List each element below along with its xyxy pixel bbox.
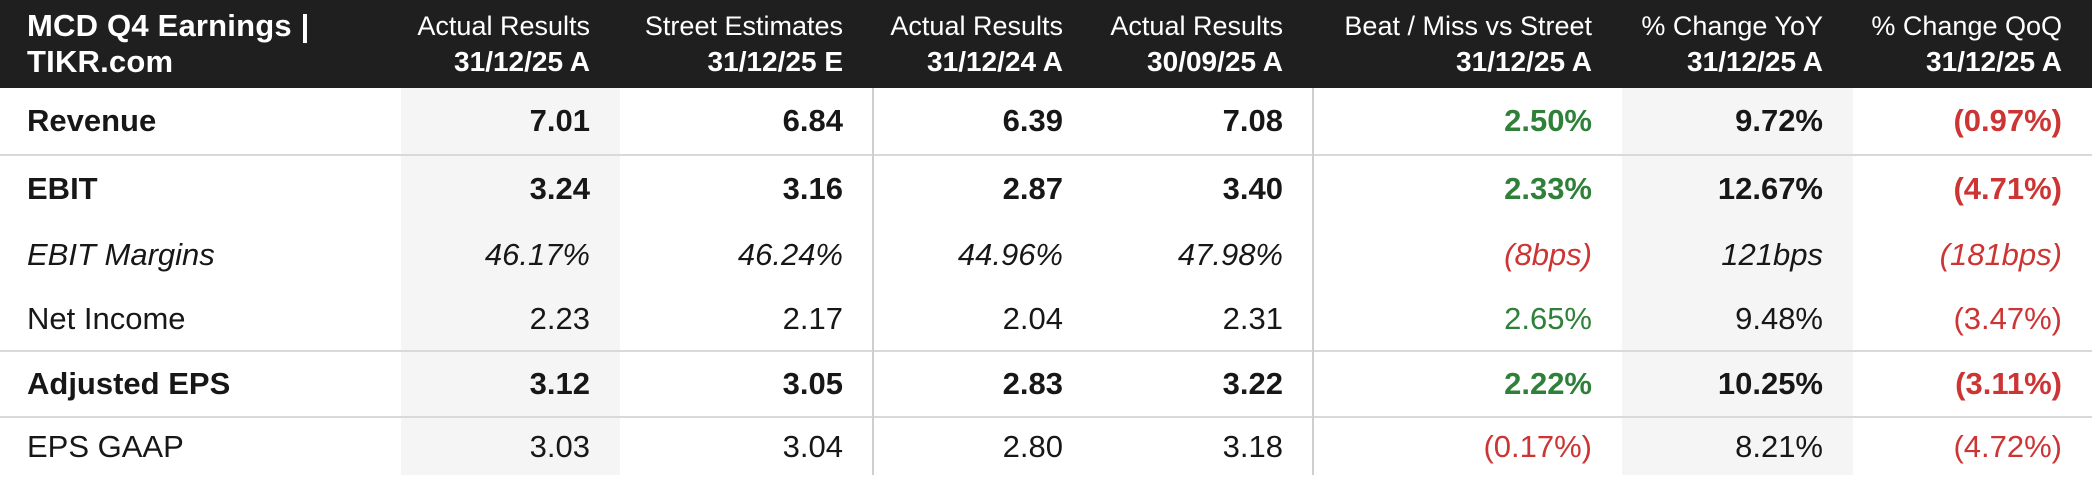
row-label-ebit-margins: EBIT Margins [27, 237, 215, 272]
cell-ebit-col5: 2.33% [1504, 171, 1592, 206]
cell-ebit-margins-col1: 46.17% [484, 237, 590, 272]
vertical-divider-1 [872, 88, 874, 475]
cell-adjusted-eps-col1: 3.12 [529, 366, 590, 401]
cell-eps-gaap-col7: (4.72%) [1953, 428, 2062, 464]
column-period: 31/12/25 A [1456, 45, 1592, 77]
column-period: 30/09/25 A [1147, 45, 1283, 77]
cell-ebit-col4: 3.40 [1222, 171, 1283, 206]
cell-ebit-col6: 12.67% [1717, 171, 1823, 206]
column-header-change-yoy-6: % Change YoY 31/12/25 A [1622, 0, 1853, 88]
cell-net-income-col1: 2.23 [529, 301, 590, 336]
cell-eps-gaap-col2: 3.04 [782, 428, 843, 464]
table-row-ebit: EBIT 3.24 3.16 2.87 3.40 2.33% 12.67% (4.71%) [0, 156, 2092, 222]
vertical-divider-2 [1312, 88, 1314, 475]
column-label: Beat / Miss vs Street [1344, 10, 1592, 41]
table-header-row: MCD Q4 Earnings | TIKR.com Actual Result… [0, 0, 2092, 88]
cell-eps-gaap-col1: 3.03 [529, 428, 590, 464]
cell-net-income-col3: 2.04 [1002, 301, 1063, 336]
column-header-actual-results-1: Actual Results 31/12/25 A [401, 0, 620, 88]
cell-revenue-col7: (0.97%) [1953, 103, 2062, 138]
cell-adjusted-eps-col5: 2.22% [1504, 366, 1592, 401]
column-label: % Change YoY [1641, 10, 1823, 41]
column-label: % Change QoQ [1871, 10, 2062, 41]
table-row-ebit-margins: EBIT Margins 46.17% 46.24% 44.96% 47.98% (8bp… [0, 222, 2092, 288]
column-label: Actual Results [890, 10, 1063, 41]
cell-adjusted-eps-col6: 10.25% [1717, 366, 1823, 401]
table-body: Revenue 7.01 6.84 6.39 7.08 2.50% 9.72% (0.97%)… [0, 88, 2092, 484]
column-period: 31/12/25 A [1687, 45, 1823, 77]
cell-ebit-margins-col2: 46.24% [737, 237, 843, 272]
bottom-margin [0, 475, 2092, 484]
highlight-column-actual-results-bg [401, 88, 620, 475]
column-label: Actual Results [1110, 10, 1283, 41]
table-row-adjusted-eps: Adjusted EPS 3.12 3.05 2.83 3.22 2.22% 10.25% (… [0, 352, 2092, 418]
cell-ebit-col3: 2.87 [1002, 171, 1063, 206]
cell-net-income-col5: 2.65% [1504, 301, 1592, 336]
row-label-adjusted-eps: Adjusted EPS [27, 366, 231, 401]
row-label-net-income: Net Income [27, 301, 186, 336]
cell-adjusted-eps-col2: 3.05 [782, 366, 843, 401]
cell-ebit-margins-col4: 47.98% [1177, 237, 1283, 272]
cell-ebit-col1: 3.24 [529, 171, 590, 206]
cell-ebit-margins-col6: 121bps [1721, 237, 1823, 272]
cell-net-income-col6: 9.48% [1735, 301, 1823, 336]
cell-adjusted-eps-col7: (3.11%) [1955, 366, 2062, 401]
column-header-street-estimates-2: Street Estimates 31/12/25 E [620, 0, 873, 88]
cell-revenue-col4: 7.08 [1222, 103, 1283, 138]
column-header-beat-miss-vs-street-5: Beat / Miss vs Street 31/12/25 A [1313, 0, 1622, 88]
cell-net-income-col7: (3.47%) [1953, 301, 2062, 336]
row-label-ebit: EBIT [27, 171, 98, 206]
cell-eps-gaap-col3: 2.80 [1002, 428, 1063, 464]
column-label: Actual Results [417, 10, 590, 41]
table-row-eps-gaap: EPS GAAP 3.03 3.04 2.80 3.18 (0.17%) 8.21% (4.7… [0, 418, 2092, 475]
cell-revenue-col6: 9.72% [1735, 103, 1823, 138]
row-label-revenue: Revenue [27, 103, 157, 138]
cell-eps-gaap-col5: (0.17%) [1483, 428, 1592, 464]
cell-revenue-col2: 6.84 [782, 103, 843, 138]
column-header-actual-results-3: Actual Results 31/12/24 A [873, 0, 1093, 88]
column-header-change-qoq-7: % Change QoQ 31/12/25 A [1853, 0, 2092, 88]
cell-ebit-col7: (4.71%) [1953, 171, 2062, 206]
cell-eps-gaap-col6: 8.21% [1735, 428, 1823, 464]
cell-ebit-margins-col7: (181bps) [1939, 237, 2062, 272]
cell-revenue-col3: 6.39 [1002, 103, 1063, 138]
cell-adjusted-eps-col4: 3.22 [1222, 366, 1283, 401]
row-label-eps-gaap: EPS GAAP [27, 428, 184, 464]
cell-ebit-margins-col3: 44.96% [957, 237, 1063, 272]
cell-ebit-col2: 3.16 [782, 171, 843, 206]
cell-net-income-col2: 2.17 [782, 301, 843, 336]
cell-net-income-col4: 2.31 [1222, 301, 1283, 336]
column-period: 31/12/25 E [707, 45, 843, 77]
table-row-net-income: Net Income 2.23 2.17 2.04 2.31 2.65% 9.48% (3.4… [0, 288, 2092, 352]
cell-adjusted-eps-col3: 2.83 [1002, 366, 1063, 401]
table-title: MCD Q4 Earnings | TIKR.com [27, 8, 310, 79]
cell-revenue-col1: 7.01 [529, 103, 590, 138]
cell-eps-gaap-col4: 3.18 [1222, 428, 1283, 464]
column-period: 31/12/25 A [1926, 45, 2062, 77]
highlight-column-yoy-bg [1622, 88, 1853, 475]
column-period: 31/12/25 A [454, 45, 590, 77]
cell-ebit-margins-col5: (8bps) [1504, 237, 1592, 272]
table-row-revenue: Revenue 7.01 6.84 6.39 7.08 2.50% 9.72% (0.97%) [0, 88, 2092, 156]
column-period: 31/12/24 A [927, 45, 1063, 77]
cell-revenue-col5: 2.50% [1504, 103, 1592, 138]
column-header-actual-results-4: Actual Results 30/09/25 A [1093, 0, 1313, 88]
column-label: Street Estimates [644, 10, 843, 41]
